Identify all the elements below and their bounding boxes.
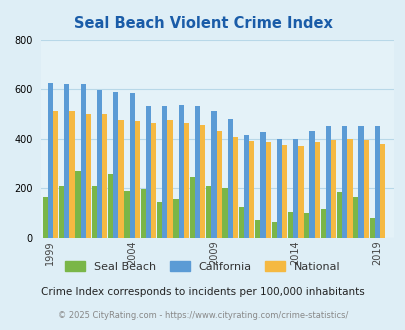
Bar [265, 142, 270, 238]
Bar [75, 171, 80, 238]
Bar [320, 209, 325, 238]
Bar [243, 135, 249, 238]
Bar [341, 126, 347, 238]
Bar [85, 114, 91, 238]
Bar [298, 146, 303, 238]
Bar [352, 197, 358, 238]
Bar [206, 185, 211, 238]
Bar [347, 139, 352, 238]
Bar [374, 126, 379, 238]
Bar [189, 177, 194, 238]
Bar [227, 119, 232, 238]
Text: Crime Index corresponds to incidents per 100,000 inhabitants: Crime Index corresponds to incidents per… [41, 287, 364, 297]
Bar [238, 207, 243, 238]
Bar [48, 83, 53, 238]
Bar [102, 114, 107, 238]
Legend: Seal Beach, California, National: Seal Beach, California, National [61, 256, 344, 276]
Bar [162, 106, 167, 238]
Bar [254, 220, 260, 238]
Bar [178, 105, 183, 238]
Bar [292, 139, 298, 238]
Bar [134, 121, 140, 238]
Bar [113, 92, 118, 238]
Bar [330, 140, 335, 238]
Text: Seal Beach Violent Crime Index: Seal Beach Violent Crime Index [73, 16, 332, 31]
Bar [232, 137, 238, 238]
Bar [249, 141, 254, 238]
Bar [145, 106, 151, 238]
Bar [157, 202, 162, 238]
Bar [260, 132, 265, 238]
Bar [124, 190, 129, 238]
Bar [64, 84, 69, 238]
Bar [336, 192, 341, 238]
Bar [183, 122, 189, 238]
Bar [167, 120, 172, 238]
Bar [379, 144, 384, 238]
Bar [287, 212, 292, 238]
Bar [53, 112, 58, 238]
Bar [309, 131, 314, 238]
Bar [59, 185, 64, 238]
Bar [43, 197, 48, 238]
Bar [281, 145, 286, 238]
Bar [369, 218, 374, 238]
Bar [173, 199, 178, 238]
Bar [118, 120, 124, 238]
Bar [216, 131, 221, 238]
Bar [314, 142, 319, 238]
Bar [358, 126, 363, 238]
Bar [92, 185, 97, 238]
Bar [325, 126, 330, 238]
Bar [211, 112, 216, 238]
Bar [271, 221, 276, 238]
Bar [97, 90, 102, 238]
Text: © 2025 CityRating.com - https://www.cityrating.com/crime-statistics/: © 2025 CityRating.com - https://www.city… [58, 311, 347, 320]
Bar [303, 213, 309, 238]
Bar [108, 175, 113, 238]
Bar [151, 122, 156, 238]
Bar [222, 188, 227, 238]
Bar [363, 140, 368, 238]
Bar [194, 106, 200, 238]
Bar [129, 93, 134, 238]
Bar [69, 112, 75, 238]
Bar [140, 189, 145, 238]
Bar [200, 125, 205, 238]
Bar [276, 139, 281, 238]
Bar [80, 84, 85, 238]
